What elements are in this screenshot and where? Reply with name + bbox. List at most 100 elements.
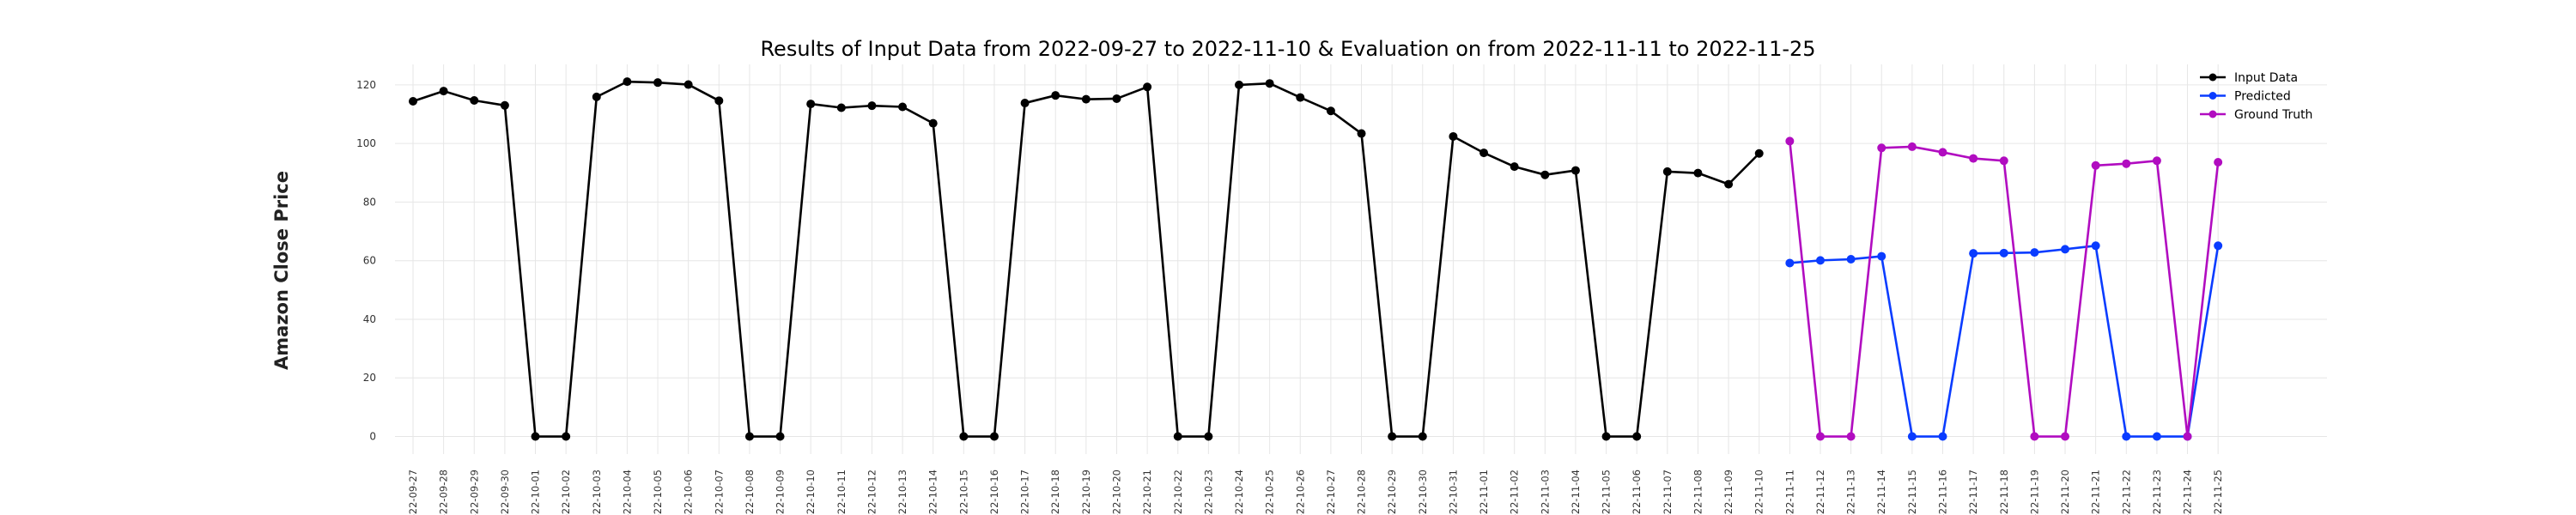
series-input-data: [409, 77, 1764, 441]
legend-item-ground-truth: Ground Truth: [2200, 108, 2312, 122]
x-tick-label: -22-11-24: [2182, 470, 2194, 515]
data-point-input-data: [1601, 432, 1611, 441]
data-point-input-data: [1479, 148, 1489, 158]
data-point-ground-truth: [1999, 156, 2008, 166]
data-point-predicted: [1938, 432, 1947, 441]
x-tick-label: -22-10-16: [988, 470, 1000, 515]
series-predicted: [1785, 241, 2223, 441]
x-axis-ticks: -22-09-27 -22-09-28 -22-09-29 -22-09-30 -22-…: [407, 470, 2224, 515]
x-tick-label: -22-10-10: [805, 470, 817, 515]
x-tick-label: -22-11-02: [1509, 470, 1521, 515]
data-point-predicted: [1846, 255, 1856, 264]
data-point-input-data: [867, 101, 877, 111]
grid: [395, 64, 2327, 454]
data-point-predicted: [2122, 432, 2131, 441]
x-tick-label: -22-10-27: [1325, 470, 1337, 515]
x-tick-label: -22-11-08: [1692, 470, 1704, 515]
data-point-input-data: [1510, 162, 1519, 172]
data-point-predicted: [2152, 432, 2161, 441]
legend-swatch-marker: [2208, 92, 2217, 100]
x-tick-label: -22-10-05: [652, 470, 664, 515]
x-tick-label: -22-11-03: [1539, 470, 1551, 515]
data-point-input-data: [775, 432, 785, 441]
data-point-predicted: [2214, 241, 2223, 251]
x-tick-label: -22-10-15: [957, 470, 969, 515]
y-tick-label: 0: [369, 431, 376, 443]
y-tick-label: 80: [363, 196, 376, 208]
data-point-input-data: [1235, 80, 1244, 89]
x-tick-label: -22-11-05: [1601, 470, 1613, 515]
x-tick-label: -22-10-01: [530, 470, 542, 515]
data-point-ground-truth: [1815, 432, 1825, 441]
data-point-ground-truth: [2214, 158, 2223, 167]
data-point-ground-truth: [2122, 159, 2131, 168]
data-point-input-data: [1418, 432, 1427, 441]
x-tick-label: -22-11-16: [1937, 470, 1949, 515]
legend: Input Data Predicted Ground Truth: [2200, 71, 2312, 122]
data-point-input-data: [1693, 168, 1703, 178]
data-point-input-data: [592, 92, 601, 101]
data-point-input-data: [1020, 99, 1030, 108]
x-tick-label: -22-11-15: [1906, 470, 1918, 515]
x-tick-label: -22-11-17: [1967, 470, 1979, 515]
legend-swatch-marker: [2208, 73, 2217, 82]
legend-label: Ground Truth: [2234, 108, 2312, 122]
x-tick-label: -22-11-10: [1753, 470, 1765, 515]
data-point-input-data: [531, 432, 540, 441]
data-point-predicted: [2061, 245, 2070, 254]
data-point-input-data: [1173, 432, 1182, 441]
data-point-input-data: [683, 80, 693, 89]
data-point-input-data: [1724, 179, 1734, 189]
x-tick-label: -22-11-18: [1998, 470, 2010, 515]
x-tick-label: -22-10-20: [1110, 470, 1122, 515]
x-tick-label: -22-10-29: [1386, 470, 1398, 515]
x-tick-label: -22-10-26: [1294, 470, 1306, 515]
data-point-input-data: [1662, 167, 1672, 176]
data-point-input-data: [1449, 131, 1458, 141]
data-point-input-data: [806, 100, 816, 109]
data-point-input-data: [1632, 432, 1642, 441]
data-point-ground-truth: [1907, 142, 1917, 151]
y-tick-label: 100: [356, 137, 376, 149]
y-tick-label: 40: [363, 313, 376, 325]
data-point-input-data: [928, 118, 938, 128]
x-tick-label: -22-10-19: [1080, 470, 1092, 515]
data-point-predicted: [1969, 249, 1978, 258]
x-tick-label: -22-11-19: [2028, 470, 2040, 515]
legend-item-input-data: Input Data: [2200, 71, 2298, 85]
data-point-ground-truth: [2061, 432, 2070, 441]
x-tick-label: -22-11-01: [1478, 470, 1490, 515]
data-point-predicted: [1815, 256, 1825, 265]
data-point-input-data: [562, 432, 571, 441]
data-point-input-data: [439, 87, 448, 96]
x-tick-label: -22-10-25: [1264, 470, 1276, 515]
x-tick-label: -22-09-29: [468, 470, 480, 515]
data-point-input-data: [1388, 432, 1397, 441]
data-point-ground-truth: [1785, 136, 1795, 146]
x-tick-label: -22-10-03: [591, 470, 603, 515]
x-tick-label: -22-11-20: [2059, 470, 2071, 515]
data-point-input-data: [500, 100, 509, 110]
legend-swatch-marker: [2208, 110, 2217, 118]
data-point-input-data: [959, 432, 969, 441]
x-tick-label: -22-10-18: [1049, 470, 1061, 515]
data-point-predicted: [1877, 251, 1886, 261]
x-tick-label: -22-11-09: [1722, 470, 1735, 515]
x-tick-label: -22-10-08: [744, 470, 756, 515]
data-point-ground-truth: [2030, 432, 2039, 441]
data-point-ground-truth: [2183, 432, 2192, 441]
data-point-input-data: [623, 77, 632, 87]
x-tick-label: -22-10-23: [1202, 470, 1214, 515]
data-point-input-data: [1143, 82, 1152, 92]
x-tick-label: -22-10-13: [896, 470, 908, 515]
data-point-input-data: [1326, 106, 1335, 116]
y-axis-label: Amazon Close Price: [271, 171, 292, 370]
data-point-predicted: [1785, 258, 1795, 268]
data-point-input-data: [1081, 94, 1091, 104]
data-point-input-data: [1571, 166, 1580, 175]
x-tick-label: -22-10-09: [775, 470, 787, 515]
x-tick-label: -22-10-22: [1172, 470, 1184, 515]
y-tick-label: 60: [363, 255, 376, 267]
x-tick-label: -22-11-07: [1662, 470, 1674, 515]
x-tick-label: -22-11-12: [1814, 470, 1826, 515]
